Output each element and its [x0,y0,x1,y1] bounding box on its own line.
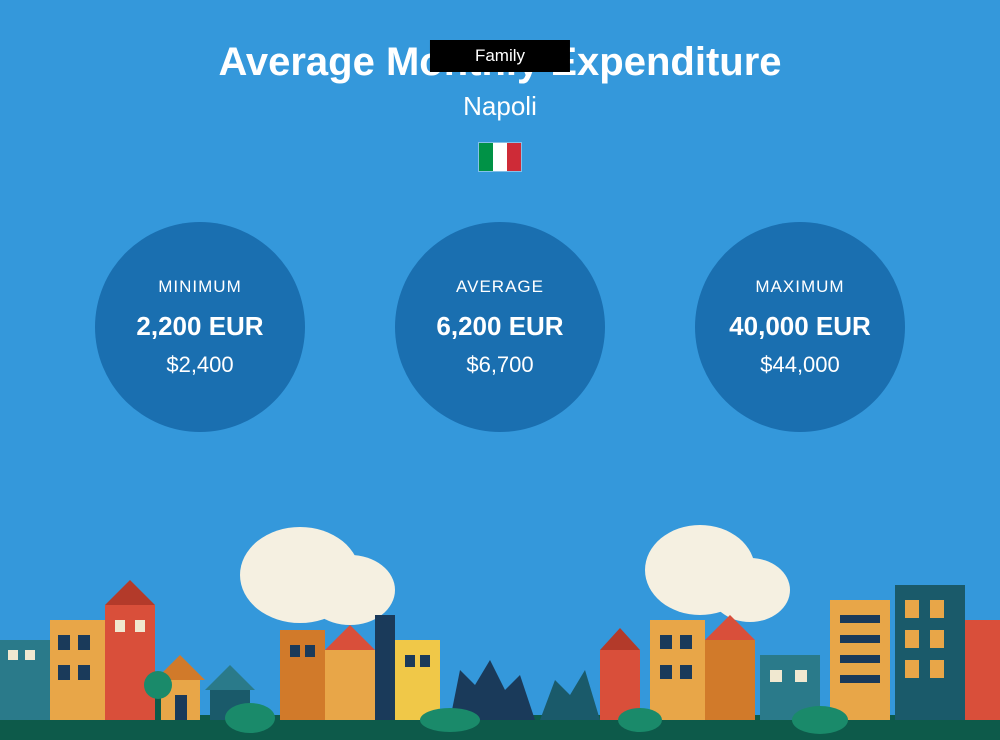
stats-row: MINIMUM 2,200 EUR $2,400 AVERAGE 6,200 E… [0,222,1000,432]
flag-stripe-green [479,143,493,171]
stat-value-usd: $44,000 [760,352,840,378]
stat-label: MAXIMUM [755,277,844,297]
stat-value-usd: $6,700 [466,352,533,378]
stat-label: AVERAGE [456,277,544,297]
cityscape-illustration [0,520,1000,740]
stat-circle-maximum: MAXIMUM 40,000 EUR $44,000 [695,222,905,432]
stat-label: MINIMUM [158,277,241,297]
stat-value-eur: 2,200 EUR [136,311,263,342]
stat-value-eur: 40,000 EUR [729,311,871,342]
stat-circle-minimum: MINIMUM 2,200 EUR $2,400 [95,222,305,432]
stat-value-usd: $2,400 [166,352,233,378]
city-name: Napoli [0,91,1000,122]
stat-circle-average: AVERAGE 6,200 EUR $6,700 [395,222,605,432]
category-tab[interactable]: Family [430,40,570,72]
flag-stripe-white [493,143,507,171]
flag-stripe-red [507,143,521,171]
country-flag-italy [478,142,522,172]
stat-value-eur: 6,200 EUR [436,311,563,342]
